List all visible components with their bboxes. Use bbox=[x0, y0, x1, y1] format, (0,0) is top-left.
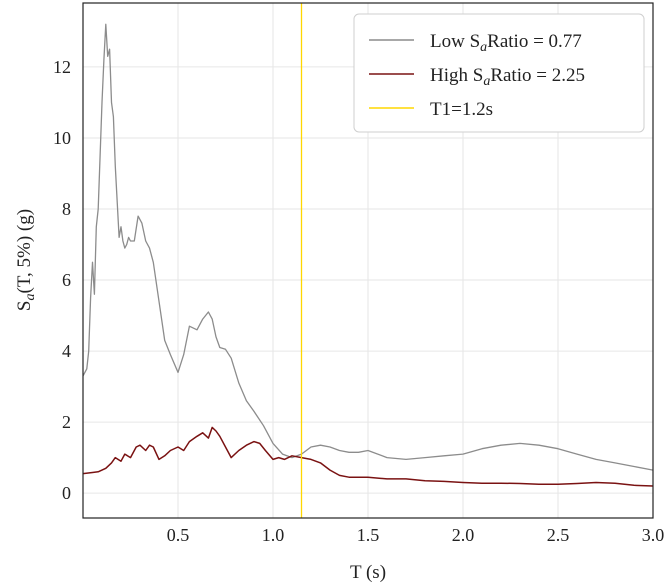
y-tick-label: 12 bbox=[53, 57, 71, 77]
x-tick-label: 3.0 bbox=[642, 525, 665, 545]
legend-label-t1: T1=1.2s bbox=[430, 99, 493, 120]
y-tick-label: 2 bbox=[62, 412, 71, 432]
series-line-low-saratio bbox=[82, 23, 654, 471]
legend-label-high: High SaRatio = 2.25 bbox=[430, 65, 585, 89]
legend-label-low: Low SaRatio = 0.77 bbox=[430, 31, 582, 55]
y-axis-ticks: 0 2 4 6 8 10 12 bbox=[53, 57, 71, 503]
series-layer bbox=[82, 23, 654, 487]
x-axis-ticks: 0.5 1.0 1.5 2.0 2.5 3.0 bbox=[167, 525, 665, 545]
x-tick-label: 1.5 bbox=[357, 525, 380, 545]
y-tick-label: 10 bbox=[53, 128, 71, 148]
y-tick-label: 4 bbox=[62, 341, 71, 361]
x-tick-label: 0.5 bbox=[167, 525, 190, 545]
plot-area bbox=[82, 2, 654, 519]
x-axis-label: T (s) bbox=[350, 562, 386, 583]
legend: Low SaRatio = 0.77 High SaRatio = 2.25 T… bbox=[353, 13, 645, 133]
y-tick-label: 6 bbox=[62, 270, 71, 290]
x-tick-label: 2.5 bbox=[547, 525, 570, 545]
y-tick-label: 8 bbox=[62, 199, 71, 219]
legend-box bbox=[353, 13, 645, 133]
x-tick-label: 1.0 bbox=[262, 525, 285, 545]
y-tick-label: 0 bbox=[62, 483, 71, 503]
series-line-high-saratio bbox=[82, 426, 654, 487]
x-tick-label: 2.0 bbox=[452, 525, 475, 545]
y-axis-label: Sa(T, 5%) (g) bbox=[14, 209, 38, 311]
